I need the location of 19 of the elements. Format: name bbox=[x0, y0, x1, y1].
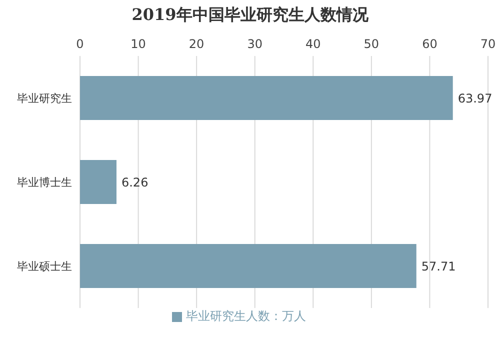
bar bbox=[80, 160, 116, 204]
y-tick-label: 毕业硕士生 bbox=[17, 260, 72, 273]
y-tick-label: 毕业博士生 bbox=[17, 176, 72, 189]
y-tick-label: 毕业研究生 bbox=[17, 92, 72, 105]
chart-title: 2019年中国毕业研究生人数情况 bbox=[130, 4, 370, 26]
bar bbox=[80, 244, 416, 288]
x-tick-label: 40 bbox=[306, 37, 321, 51]
data-label: 57.71 bbox=[421, 259, 456, 274]
data-label: 63.97 bbox=[458, 91, 492, 106]
x-tick-label: 30 bbox=[247, 37, 262, 51]
x-tick-label: 20 bbox=[188, 37, 204, 51]
x-tick-label: 50 bbox=[364, 37, 380, 51]
legend-label: 毕业研究生人数：万人 bbox=[186, 309, 306, 323]
x-tick-label: 70 bbox=[480, 37, 496, 51]
x-tick-label: 60 bbox=[422, 37, 438, 51]
data-label: 6.26 bbox=[121, 175, 148, 190]
bar bbox=[80, 76, 453, 120]
x-tick-label: 0 bbox=[76, 37, 84, 51]
x-tick-label: 10 bbox=[130, 37, 146, 51]
